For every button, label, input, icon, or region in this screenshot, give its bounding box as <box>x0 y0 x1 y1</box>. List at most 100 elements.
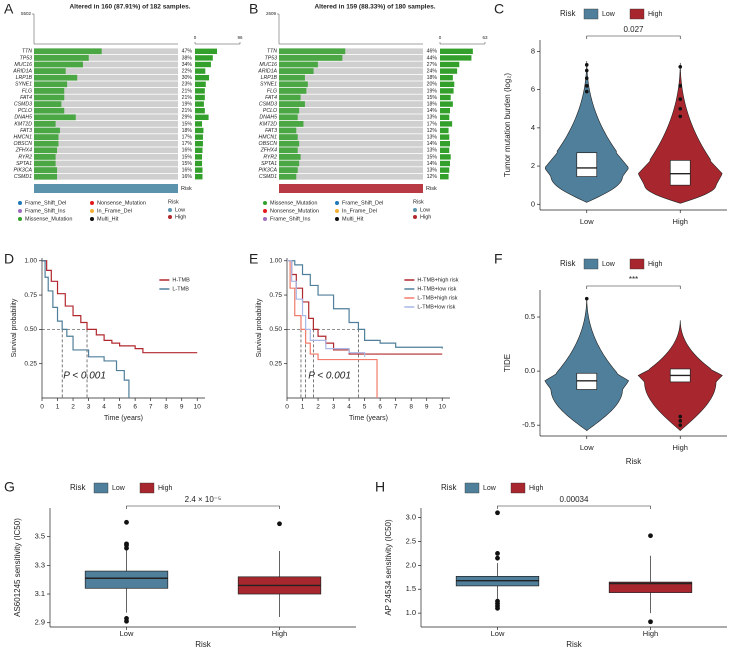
legend-dot <box>413 208 417 212</box>
percent-label: 16% <box>182 148 193 154</box>
frequency-bar <box>195 147 203 153</box>
freq-tick-label: 0 <box>439 35 442 40</box>
gene-row <box>279 94 423 101</box>
legend-swatch <box>583 258 599 270</box>
annotation-label: Risk <box>181 186 192 192</box>
gene-row <box>279 134 423 140</box>
annotation-label: Risk <box>426 186 437 192</box>
box <box>576 152 598 177</box>
gene-row <box>279 101 423 107</box>
gene-row <box>279 121 423 127</box>
altered-fraction <box>34 81 68 88</box>
legend-title: Risk <box>168 199 179 205</box>
altered-fraction <box>279 107 300 114</box>
frequency-bar <box>440 88 454 94</box>
x-tick-label: 3 <box>87 404 91 411</box>
x-tick-label: 10 <box>439 404 447 411</box>
frequency-bar <box>440 68 458 74</box>
altered-fraction <box>279 61 318 68</box>
y-axis-label: AS601245 sensitivity (IC50) <box>13 518 22 617</box>
gene-row <box>279 127 423 134</box>
legend-dot <box>18 217 22 221</box>
y-tick-label: 0.25 <box>24 360 37 367</box>
altered-fraction <box>34 140 59 147</box>
panel-label: B <box>249 1 258 17</box>
altered-fraction <box>279 94 301 101</box>
violin <box>638 62 723 204</box>
legend-label: H-TMB <box>172 277 190 283</box>
percent-label: 12% <box>427 174 438 180</box>
legend-dot <box>263 201 267 205</box>
gene-label: CSMD1 <box>259 174 277 180</box>
altered-fraction <box>34 160 56 167</box>
survival-curve <box>287 260 443 349</box>
freq-tick-label: 96 <box>237 35 243 40</box>
frequency-bar <box>195 75 210 81</box>
gene-label: SYNE1 <box>15 82 32 88</box>
frequency-bar <box>195 141 203 147</box>
legend-dot <box>18 201 22 205</box>
frequency-bar <box>195 114 209 120</box>
legend-swatch <box>583 8 599 20</box>
gene-row <box>34 61 178 68</box>
x-tick-label: 10 <box>194 404 202 411</box>
altered-fraction <box>279 121 304 127</box>
tmb-tick-label: 2609 <box>266 11 277 16</box>
legend-dot <box>90 209 94 213</box>
legend-label: Low <box>483 485 497 492</box>
gene-label: RYR2 <box>263 154 277 160</box>
gene-label: ZFHX4 <box>260 148 278 154</box>
altered-fraction <box>279 68 314 74</box>
altered-fraction <box>34 48 102 55</box>
annotation: P < 0.001 <box>63 371 106 382</box>
gene-label: OBSCN <box>259 141 278 147</box>
gene-label: SPTA1 <box>261 161 277 167</box>
frequency-bar <box>440 61 460 68</box>
altered-fraction <box>279 114 298 121</box>
legend-label: Frame_Shift_Ins <box>25 208 66 214</box>
violin <box>544 297 629 431</box>
altered-fraction <box>279 160 300 167</box>
gene-label: PCLO <box>263 108 277 114</box>
y-tick-label: 2.0 <box>406 560 416 569</box>
legend-label: High <box>158 485 173 492</box>
legend-swatch <box>139 482 155 494</box>
gene-row <box>279 55 423 61</box>
legend-label: Frame_Shift_Del <box>342 200 383 206</box>
altered-fraction <box>34 61 83 68</box>
frequency-bar <box>195 108 205 114</box>
outlier <box>495 555 500 561</box>
x-tick-label: Low <box>491 629 505 638</box>
frequency-bar <box>195 48 218 54</box>
legend-swatch <box>464 482 480 494</box>
panel-label: D <box>4 251 14 267</box>
gene-label: FLG <box>22 88 32 94</box>
frequency-bar <box>195 160 203 167</box>
outlier <box>678 84 683 88</box>
frequency-bar <box>195 121 203 127</box>
altered-fraction <box>279 154 301 160</box>
gene-label: TTN <box>267 49 277 55</box>
chart-title: Altered in 159 (88.33%) of 180 samples. <box>314 4 435 11</box>
gene-label: MUC16 <box>259 62 277 68</box>
gene-row <box>279 167 423 173</box>
legend-title: Risk <box>560 259 577 268</box>
frequency-bar <box>195 134 203 140</box>
frequency-bar <box>195 81 206 87</box>
percent-label: 15% <box>182 154 193 160</box>
p-bracket <box>126 505 280 509</box>
altered-fraction <box>34 114 76 121</box>
percent-label: 21% <box>182 88 193 94</box>
percent-label: 19% <box>427 88 438 94</box>
altered-fraction <box>279 127 297 134</box>
risk-annotation <box>34 184 178 193</box>
altered-fraction <box>279 48 346 55</box>
percent-label: 13% <box>427 167 438 173</box>
y-tick-label: 0.50 <box>24 326 37 333</box>
x-tick-label: 4 <box>347 404 351 411</box>
percent-label: 16% <box>182 167 193 173</box>
y-axis-label: Tumor mutation burden (log₂) <box>503 73 512 178</box>
gene-label: HMCN1 <box>14 134 33 140</box>
altered-fraction <box>279 173 297 180</box>
